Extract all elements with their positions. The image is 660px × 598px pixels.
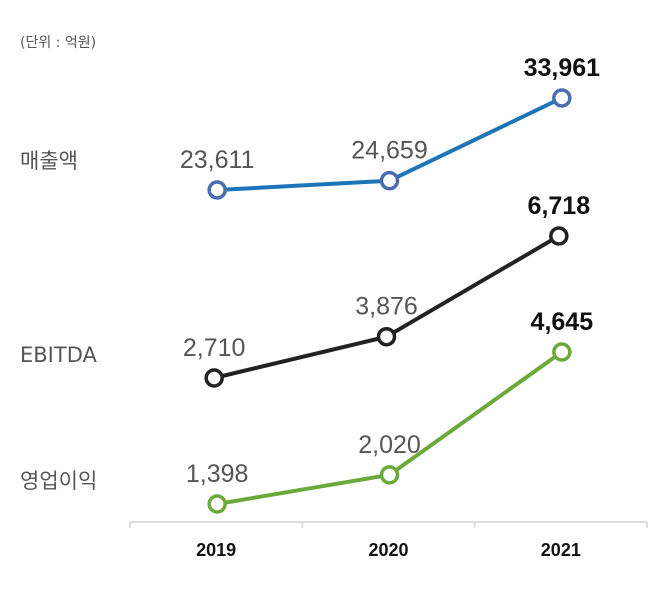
data-point	[204, 368, 224, 388]
data-point	[376, 326, 397, 347]
data-label: 2,710	[183, 334, 246, 362]
data-point	[379, 170, 400, 191]
data-label: 4,645	[531, 308, 594, 336]
series-label: 영업이익	[20, 469, 97, 493]
x-tick-label: 2019	[196, 540, 236, 560]
data-label: 2,020	[358, 431, 421, 459]
series-1: EBITDA 2,710 3,876 6,718	[20, 192, 591, 388]
x-tick-label: 2021	[541, 540, 581, 560]
data-label: 24,659	[351, 137, 427, 165]
series-0: 매출액 23,611 24,659 33,961	[20, 54, 601, 200]
data-label: 3,876	[355, 293, 418, 321]
data-point	[549, 226, 569, 246]
data-label: 6,718	[528, 192, 591, 220]
series-group: 매출액 23,611 24,659 33,961 EBITDA 2,710 3,876 6,7…	[20, 54, 601, 514]
data-point	[552, 342, 572, 362]
unit-note: (단위 : 억원)	[20, 35, 96, 51]
data-point	[207, 180, 227, 200]
data-label: 23,611	[180, 146, 255, 174]
series-2: 영업이익 1,398 2,020 4,645	[20, 308, 594, 514]
data-label: 33,961	[524, 54, 601, 82]
series-label: 매출액	[20, 149, 78, 173]
x-axis: 2019 2020 2021	[129, 521, 648, 560]
data-point	[379, 465, 400, 485]
x-tick-label: 2020	[368, 540, 408, 560]
series-label: EBITDA	[20, 343, 97, 367]
data-point	[207, 494, 227, 514]
data-point	[552, 88, 572, 108]
data-label: 1,398	[186, 460, 249, 488]
